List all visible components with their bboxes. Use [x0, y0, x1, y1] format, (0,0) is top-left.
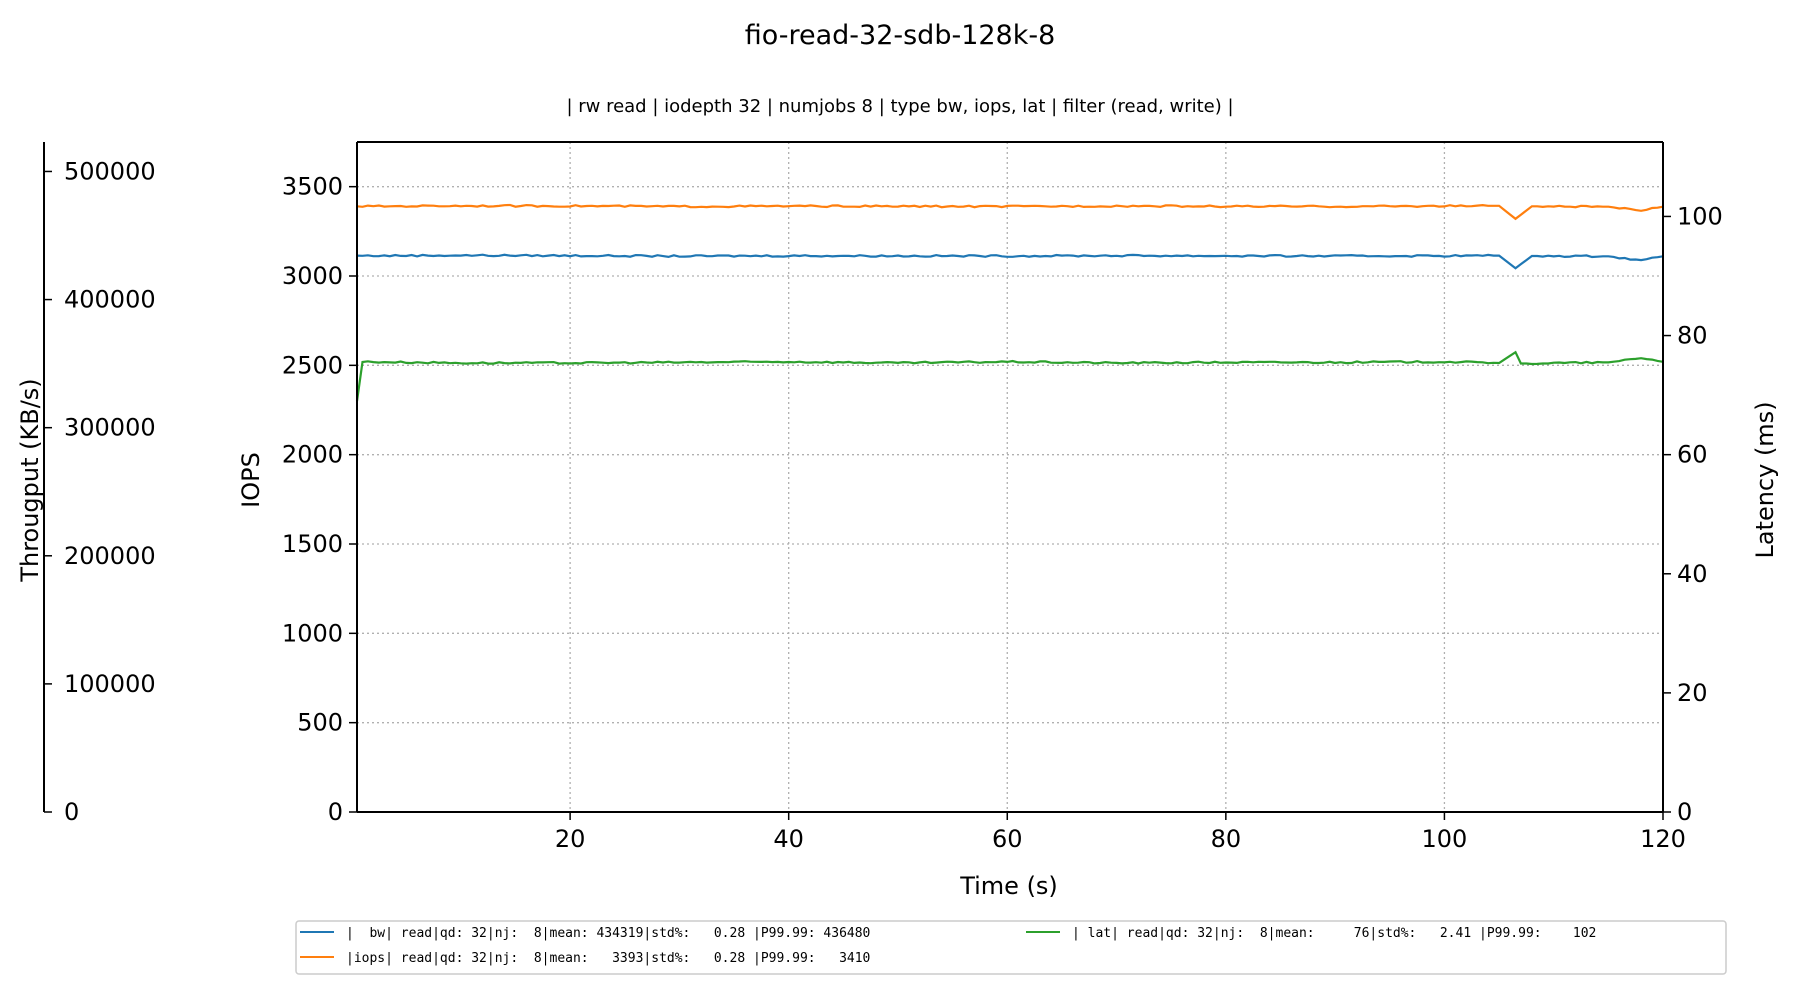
iops-tick-label: 500 [297, 709, 343, 737]
iops-tick-label: 1000 [282, 619, 343, 647]
x-tick-label: 40 [773, 825, 804, 853]
latency-tick-label: 20 [1677, 679, 1708, 707]
latency-tick-label: 0 [1677, 798, 1692, 826]
iops-tick-label: 3500 [282, 173, 343, 201]
throughput-tick-label: 200000 [64, 542, 156, 570]
x-tick-label: 100 [1422, 825, 1468, 853]
x-tick-label: 80 [1211, 825, 1242, 853]
x-tick-label: 60 [992, 825, 1023, 853]
legend-entry-bw: | bw| read|qd: 32|nj: 8|mean: 434319|std… [346, 926, 870, 941]
series-line-lat [355, 350, 1664, 402]
legend-entry-iops: |iops| read|qd: 32|nj: 8|mean: 3393|std%… [346, 951, 870, 966]
latency-tick-label: 40 [1677, 560, 1708, 588]
throughput-tick-label: 100000 [64, 670, 156, 698]
latency-tick-label: 60 [1677, 441, 1708, 469]
latency-tick-label: 80 [1677, 322, 1708, 350]
latency-axis-label: Latency (ms) [1751, 401, 1779, 558]
x-axis-label: Time (s) [959, 872, 1058, 900]
axes: 20 40 60 80 100 12005001000150020002500300035… [43, 141, 1723, 853]
throughput-tick-label: 0 [64, 798, 79, 826]
legend: | bw| read|qd: 32|nj: 8|mean: 434319|std… [295, 920, 1727, 975]
throughput-tick-label: 500000 [64, 157, 156, 185]
series-line-bw [356, 253, 1664, 270]
legend-frame [295, 920, 1727, 975]
chart-subtitle: | rw read | iodepth 32 | numjobs 8 | typ… [566, 96, 1233, 117]
latency-tick-label: 100 [1677, 202, 1723, 230]
grid-lines [357, 142, 1663, 812]
throughput-tick-label: 400000 [64, 286, 156, 314]
throughput-axis-label: Througput (KB/s) [16, 378, 44, 582]
iops-tick-label: 3000 [282, 262, 343, 290]
iops-tick-label: 2000 [282, 441, 343, 469]
iops-tick-label: 2500 [282, 351, 343, 379]
x-tick-label: 120 [1640, 825, 1686, 853]
series-lines [355, 203, 1664, 402]
series-line-iops [356, 203, 1664, 221]
chart-title: fio-read-32-sdb-128k-8 [745, 20, 1056, 51]
legend-entry-lat: | lat| read|qd: 32|nj: 8|mean: 76|std%: … [1072, 926, 1596, 941]
throughput-tick-label: 300000 [64, 414, 156, 442]
iops-tick-label: 0 [328, 798, 343, 826]
iops-tick-label: 1500 [282, 530, 343, 558]
x-tick-label: 20 [555, 825, 586, 853]
iops-axis-label: IOPS [237, 452, 265, 508]
